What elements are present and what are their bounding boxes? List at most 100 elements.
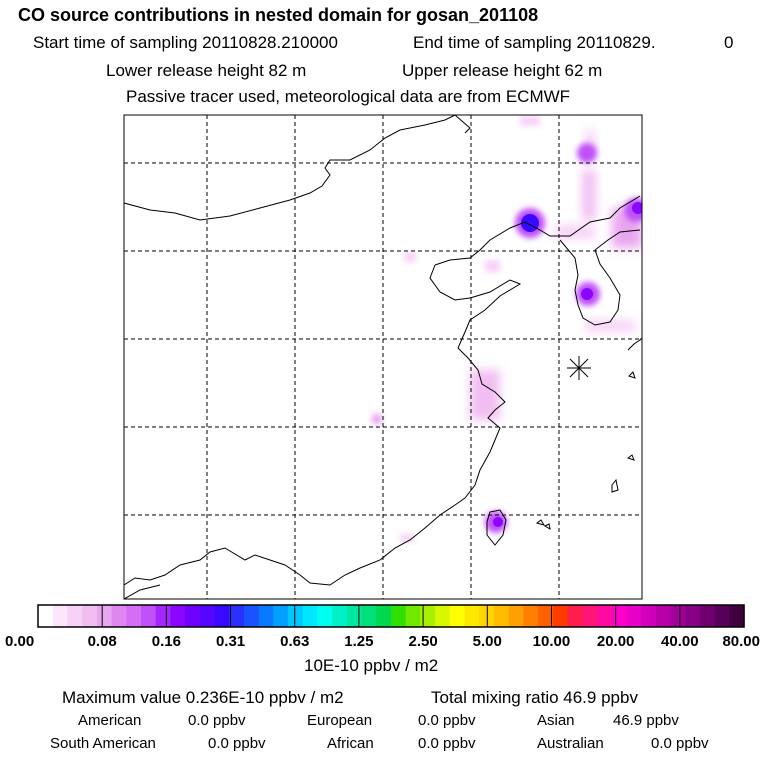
colorbar-cell	[332, 605, 348, 627]
colorbar-cell	[435, 605, 451, 627]
chart-title: CO source contributions in nested domain…	[18, 5, 539, 25]
island-d	[535, 519, 546, 526]
border-south	[124, 547, 301, 586]
region-name-australian: Australian	[537, 735, 604, 752]
colorbar-frame	[37, 604, 745, 628]
colorbar-cell	[185, 605, 201, 627]
colorbar-tick-label: 2.50	[408, 633, 437, 650]
colorbar-cell	[611, 605, 627, 627]
north-hotspot	[577, 143, 597, 163]
colorbar-cell	[214, 605, 230, 627]
colorbar-cell	[273, 605, 289, 627]
colorbar-cell	[655, 605, 672, 627]
colorbar-tick-label: 0.31	[216, 633, 245, 650]
receptor-marker	[567, 356, 591, 380]
map-frame	[123, 114, 643, 600]
plume-shanghai	[470, 370, 500, 420]
colorbar-cell	[699, 605, 716, 627]
total-mixing-label: Total mixing ratio 46.9 ppbv	[431, 688, 638, 707]
colorbar-tick-label: 80.00	[722, 633, 760, 650]
colorbar-cell	[567, 605, 583, 627]
colorbar-cell	[140, 605, 157, 627]
lower-release-label: Lower release height 82 m	[106, 61, 307, 80]
colorbar-cell	[685, 605, 701, 627]
colorbar: 0.00 0.08 0.16 0.31 0.63 1.25 2.50 5.00 10.00 20.…	[5, 604, 760, 650]
region-name-american: American	[78, 712, 142, 729]
colorbar-cell	[376, 605, 392, 627]
colorbar-tick-label: 20.00	[597, 633, 635, 650]
tracer-note: Passive tracer used, meteorological data…	[126, 87, 571, 106]
region-name-asian: Asian	[537, 712, 575, 729]
coast-japan-a	[627, 337, 642, 351]
plume-central	[372, 414, 382, 424]
grid-lines	[124, 115, 642, 599]
region-value-american: 0.0 ppbv	[188, 712, 246, 729]
taiwan-hotspot	[493, 517, 503, 527]
colorbar-tick-label: 0.00	[5, 633, 34, 650]
plume-inland	[404, 252, 416, 262]
colorbar-cell	[170, 605, 186, 627]
colorbar-cells	[38, 605, 745, 627]
end-time-label: End time of sampling 20110829.	[413, 33, 656, 52]
plume-korea-south	[585, 320, 635, 332]
colorbar-cell	[508, 605, 524, 627]
plume-north	[582, 170, 596, 220]
colorbar-cell	[258, 605, 274, 627]
region-name-south-american: South American	[50, 735, 156, 752]
plume-top	[585, 130, 595, 155]
start-time-label: Start time of sampling 20110828.210000	[33, 33, 338, 52]
border-sw	[124, 584, 161, 599]
island-c	[611, 478, 619, 493]
colorbar-tick-label: 0.16	[152, 633, 181, 650]
region-value-asian: 46.9 ppbv	[613, 712, 679, 729]
colorbar-cell	[449, 605, 466, 627]
island-e	[543, 523, 551, 531]
colorbar-cell	[420, 605, 436, 627]
region-value-african: 0.0 ppbv	[418, 735, 476, 752]
colorbar-tick-label: 0.08	[88, 633, 117, 650]
colorbar-cell	[302, 605, 319, 627]
colorbar-cell	[493, 605, 510, 627]
colorbar-cell	[670, 605, 686, 627]
colorbar-cell	[52, 605, 69, 627]
region-value-australian: 0.0 ppbv	[651, 735, 709, 752]
end-time-hour: 0	[724, 33, 734, 52]
island-a	[628, 371, 636, 379]
colorbar-cell	[582, 605, 598, 627]
colorbar-cell	[111, 605, 127, 627]
colorbar-cell	[538, 605, 554, 627]
colorbar-cell	[82, 605, 98, 627]
coast-china-east	[299, 264, 522, 586]
colorbar-cell	[464, 605, 480, 627]
border-ne	[454, 115, 471, 134]
colorbar-cell	[288, 605, 304, 627]
colorbar-cell	[714, 605, 730, 627]
region-value-south-american: 0.0 ppbv	[208, 735, 266, 752]
coast-taiwan	[486, 509, 507, 546]
region-name-african: African	[327, 735, 374, 752]
colorbar-cell	[229, 605, 245, 627]
northeast-edge-hotspot	[632, 202, 642, 214]
plume-shandong	[485, 260, 500, 272]
colorbar-cell	[346, 605, 363, 627]
colorbar-cell	[641, 605, 657, 627]
colorbar-cell	[596, 605, 613, 627]
korea-hotspot	[581, 288, 593, 300]
map-plot	[123, 114, 643, 600]
colorbar-tick-label: 40.00	[661, 633, 699, 650]
colorbar-tick-label: 5.00	[473, 633, 502, 650]
colorbar-cell	[199, 605, 216, 627]
colorbar-tick-labels: 0.00 0.08 0.16 0.31 0.63 1.25 2.50 5.00 10.00 20.…	[5, 633, 760, 650]
region-value-european: 0.0 ppbv	[418, 712, 476, 729]
colorbar-cell	[155, 605, 171, 627]
colorbar-tick-label: 1.25	[344, 633, 373, 650]
colorbar-unit: 10E-10 ppbv / m2	[304, 656, 439, 675]
colorbar-cell	[317, 605, 333, 627]
colorbar-tick-label: 10.00	[533, 633, 571, 650]
colorbar-tick-label: 0.63	[280, 633, 309, 650]
region-name-european: European	[307, 712, 373, 729]
colorbar-cell	[38, 605, 54, 627]
max-value-label: Maximum value 0.236E-10 ppbv / m2	[62, 688, 344, 707]
plume-top-edge	[520, 116, 540, 126]
colorbar-cell	[243, 605, 260, 627]
